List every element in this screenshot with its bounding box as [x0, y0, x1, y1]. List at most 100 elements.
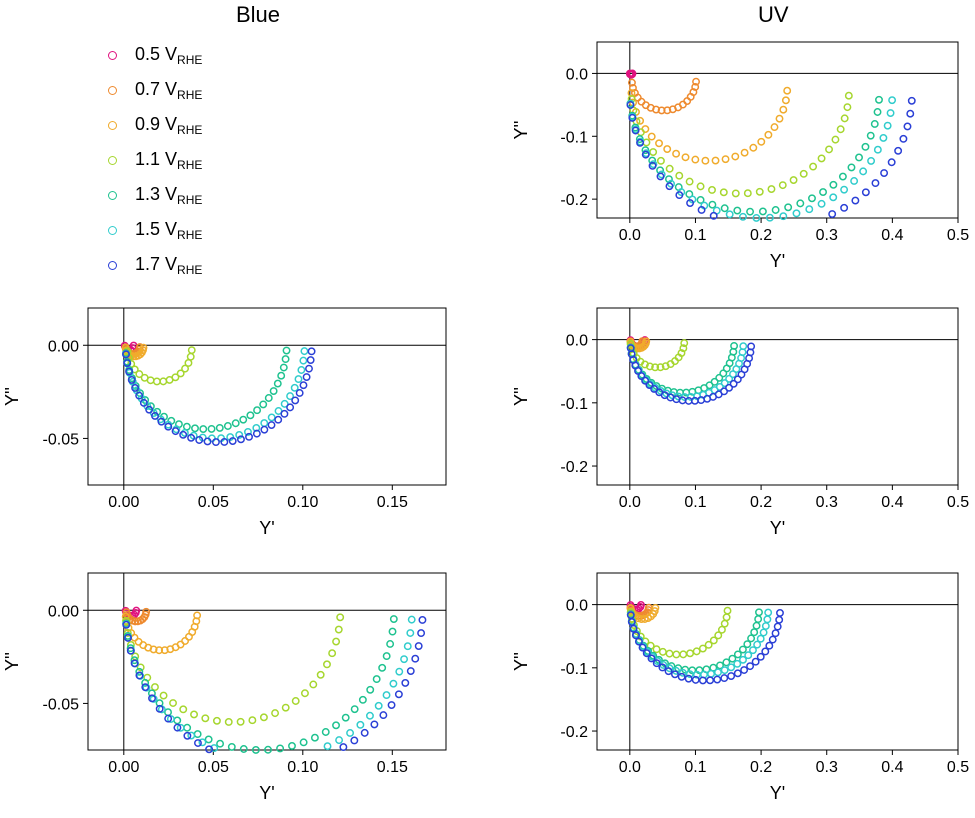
data-point [183, 723, 192, 732]
data-point [332, 721, 340, 730]
data-point [770, 123, 779, 132]
data-point [696, 182, 705, 191]
legend-marker-0-9v [108, 121, 117, 130]
data-point [127, 375, 136, 384]
legend-item: 0.7 VRHE [108, 73, 278, 108]
data-point [764, 130, 773, 139]
data-point [382, 691, 391, 700]
data-point [395, 667, 404, 676]
data-point [145, 405, 154, 414]
data-point [899, 134, 908, 143]
x-axis-label: Y' [259, 518, 274, 538]
data-point [683, 97, 692, 105]
data-point [720, 379, 729, 388]
data-point [840, 203, 849, 212]
data-point [686, 649, 695, 658]
data-point [739, 655, 747, 664]
data-point [260, 425, 269, 434]
plot-uv-bot: 0.0 0.1 0.2 0.3 0.4 0.5 0.0 -0.1 -0.2 Y' Y'' [511, 572, 969, 803]
data-point [808, 194, 816, 203]
data-point [746, 207, 755, 216]
data-point [626, 339, 635, 348]
data-point [658, 663, 667, 672]
series-1.7-vrhe [122, 347, 316, 447]
data-point [733, 206, 742, 215]
data-point [204, 735, 213, 744]
data-point [237, 435, 245, 444]
legend-label: 1.5 VRHE [135, 219, 203, 242]
data-point [757, 137, 766, 146]
data-point [280, 399, 289, 408]
data-point [286, 403, 295, 412]
data-point [783, 86, 792, 95]
data-point [764, 608, 773, 617]
x-tick-label: 0.3 [816, 227, 838, 244]
y-tick-label: 0.0 [566, 333, 588, 350]
data-point [135, 391, 144, 400]
data-point [733, 659, 742, 668]
data-point [799, 169, 808, 178]
data-point [346, 729, 355, 737]
data-point [637, 600, 645, 609]
data-point [334, 625, 343, 634]
data-point [637, 97, 646, 106]
data-point [223, 422, 232, 430]
data-point [259, 713, 268, 722]
data-point [697, 206, 706, 214]
data-point [749, 646, 757, 655]
data-point [309, 680, 318, 689]
data-point [720, 204, 729, 213]
data-point [747, 342, 756, 351]
column-title-blue: Blue [236, 2, 281, 27]
data-point [239, 745, 248, 753]
series-0.7-vrhe [122, 607, 151, 626]
data-point [840, 114, 849, 123]
data-point [691, 675, 700, 684]
data-point [267, 421, 276, 429]
data-point [765, 641, 774, 650]
data-point [648, 156, 657, 165]
data-point [709, 211, 718, 220]
data-point [252, 429, 261, 438]
data-point [679, 344, 688, 353]
data-point [169, 699, 177, 707]
data-point [129, 352, 138, 361]
data-point [131, 383, 140, 392]
data-point [159, 377, 168, 386]
data-point [350, 736, 359, 745]
data-point [302, 373, 311, 381]
plot-frame [596, 572, 959, 751]
legend-label: 0.5 VRHE [135, 44, 203, 67]
data-point [634, 637, 643, 646]
x-tick-label: 0.1 [684, 227, 706, 244]
data-point [828, 210, 837, 218]
data-point [171, 373, 180, 382]
data-point [665, 182, 674, 191]
data-point [631, 631, 640, 640]
data-point [691, 83, 700, 91]
data-point [756, 652, 765, 661]
data-point [281, 703, 290, 712]
plot-frame [87, 572, 447, 751]
data-point [152, 377, 161, 386]
data-point [859, 167, 868, 176]
data-point [139, 343, 148, 352]
series-1.5-vrhe [626, 96, 897, 222]
data-point [290, 383, 299, 392]
data-point [280, 409, 289, 418]
legend-label: 0.9 VRHE [135, 114, 203, 137]
data-point [870, 120, 879, 128]
data-point [130, 656, 139, 665]
data-point [698, 676, 707, 685]
data-point [136, 663, 145, 672]
x-tick-label: 0.3 [816, 759, 838, 776]
x-axis-label: Y' [770, 251, 785, 271]
data-point [212, 716, 221, 725]
data-point [135, 671, 144, 680]
data-point [235, 431, 244, 439]
legend-item: 0.5 VRHE [108, 38, 278, 73]
data-point [771, 629, 780, 638]
data-point [187, 346, 196, 355]
y-axis-label: Y'' [511, 121, 531, 140]
